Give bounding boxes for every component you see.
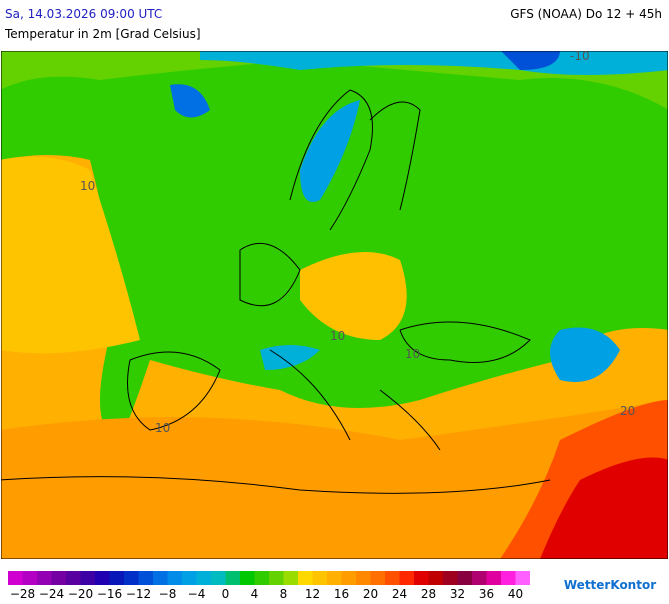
- model-run: GFS (NOAA) Do 12 + 45h: [510, 7, 662, 21]
- contour-label: 10: [155, 421, 170, 435]
- legend-tick-label: −24: [39, 587, 64, 600]
- legend-tick-label: 28: [421, 587, 436, 600]
- legend-tick-label: 24: [392, 587, 407, 600]
- legend-tick-label: 8: [280, 587, 288, 600]
- legend-tick-label: −20: [68, 587, 93, 600]
- contour-label: -10: [570, 49, 590, 63]
- legend-swatch: [457, 571, 472, 585]
- legend-swatch: [196, 571, 211, 585]
- legend-swatch: [327, 571, 342, 585]
- legend-swatch: [486, 571, 501, 585]
- legend-tick-label: 36: [479, 587, 494, 600]
- contour-label: 10: [405, 347, 420, 361]
- legend-swatch: [515, 571, 530, 585]
- legend-swatch: [312, 571, 327, 585]
- legend-tick-label: 4: [251, 587, 259, 600]
- contour-label: 20: [620, 404, 635, 418]
- legend-swatch: [443, 571, 458, 585]
- legend-swatch: [240, 571, 255, 585]
- color-legend: −28 −24 −20 −16 −12 −8 −4 0 4 8 12 16 20 24 28 32 36 40: [8, 571, 530, 601]
- legend-tick-label: −4: [188, 587, 206, 600]
- legend-swatch: [370, 571, 385, 585]
- legend-swatch: [80, 571, 95, 585]
- legend-swatch: [283, 571, 298, 585]
- legend-swatch: [51, 571, 66, 585]
- legend-tick-label: 0: [222, 587, 230, 600]
- legend-swatch: [225, 571, 240, 585]
- legend-swatch: [109, 571, 124, 585]
- legend-tick-label: 20: [363, 587, 378, 600]
- legend-swatch: [414, 571, 429, 585]
- legend-tick-label: −16: [97, 587, 122, 600]
- legend-tick-label: −12: [126, 587, 151, 600]
- legend-swatch: [37, 571, 52, 585]
- legend-swatch: [95, 571, 110, 585]
- legend-tick-label: 40: [508, 587, 523, 600]
- contour-label: 10: [330, 329, 345, 343]
- legend-tick-label: 32: [450, 587, 465, 600]
- legend-swatch: [472, 571, 487, 585]
- legend-swatch: [182, 571, 197, 585]
- legend-swatch: [269, 571, 284, 585]
- legend-swatch: [341, 571, 356, 585]
- legend-swatch: [138, 571, 153, 585]
- legend-swatch: [22, 571, 37, 585]
- legend-swatch: [8, 571, 23, 585]
- logo: WetterKontor: [564, 578, 656, 592]
- contour-label: 10: [80, 179, 95, 193]
- map: 10 10 10 10 -10 20: [1, 49, 668, 559]
- legend-swatch: [211, 571, 226, 585]
- legend-swatch: [153, 571, 168, 585]
- legend-swatch: [399, 571, 414, 585]
- legend-swatch: [385, 571, 400, 585]
- legend-swatch: [298, 571, 313, 585]
- legend-tick-label: −28: [10, 587, 35, 600]
- legend-swatch: [124, 571, 139, 585]
- legend-swatch: [356, 571, 371, 585]
- legend-tick-label: −8: [159, 587, 177, 600]
- legend-tick-label: 16: [334, 587, 349, 600]
- legend-swatch: [167, 571, 182, 585]
- legend-swatch: [428, 571, 443, 585]
- legend-tick-label: 12: [305, 587, 320, 600]
- valid-time: Sa, 14.03.2026 09:00 UTC: [5, 7, 162, 21]
- legend-swatch: [66, 571, 81, 585]
- legend-swatch: [254, 571, 269, 585]
- map-title: Temperatur in 2m [Grad Celsius]: [4, 27, 201, 41]
- legend-swatch: [501, 571, 516, 585]
